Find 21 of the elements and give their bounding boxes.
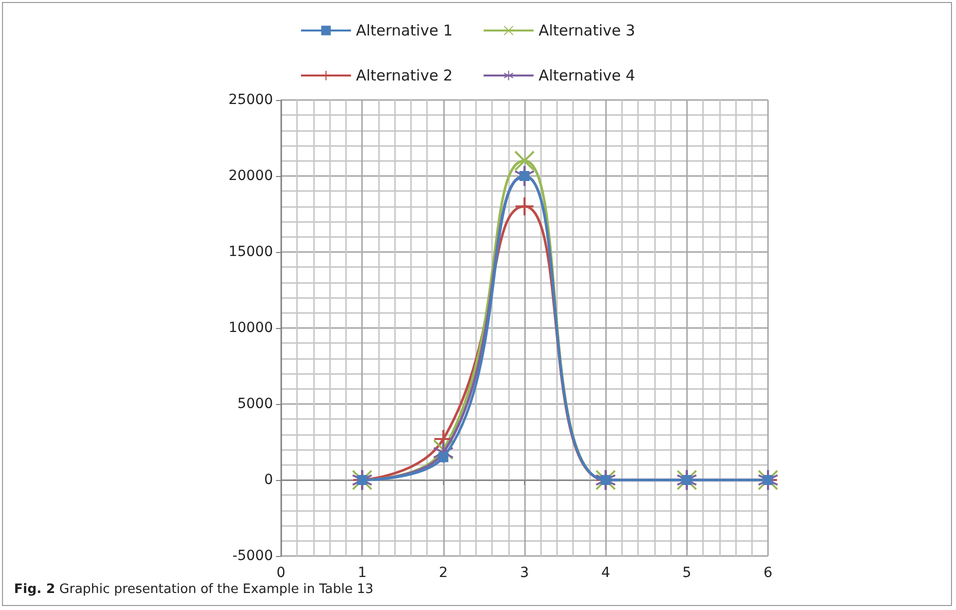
x-tick-label: 1 bbox=[358, 565, 367, 581]
legend-label: Alternative 2 bbox=[356, 66, 453, 84]
x-tick-label: 5 bbox=[682, 565, 692, 581]
y-tick-label: 15000 bbox=[228, 244, 273, 260]
y-tick-label: 25000 bbox=[228, 92, 273, 108]
x-tick-label: 6 bbox=[764, 565, 773, 581]
x-tick-label: 3 bbox=[520, 565, 529, 581]
caption: Fig. 2 Graphic presentation of the Example in Table 13 bbox=[14, 582, 374, 597]
legend-label: Alternative 3 bbox=[538, 22, 636, 40]
y-tick-label: 5000 bbox=[237, 396, 273, 412]
legend-label: Alternative 4 bbox=[538, 66, 636, 84]
y-tick-label: 10000 bbox=[228, 320, 273, 336]
y-tick-label: -5000 bbox=[232, 548, 273, 564]
point bbox=[516, 197, 534, 216]
legend-label: Alternative 1 bbox=[356, 22, 453, 40]
y-tick-label: 20000 bbox=[228, 168, 273, 184]
x-tick-label: 4 bbox=[601, 565, 610, 581]
y-tick-label: 0 bbox=[264, 472, 273, 488]
point bbox=[514, 150, 534, 171]
x-tick-label: 2 bbox=[438, 565, 448, 581]
x-tick-label: 0 bbox=[276, 565, 286, 581]
